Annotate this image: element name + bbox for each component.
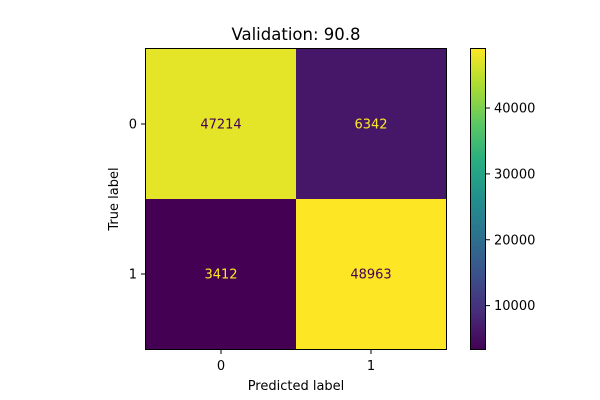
x-tick-label: 1	[367, 359, 375, 374]
chart-title: Validation: 90.8	[231, 25, 360, 44]
y-axis-ticks: 01	[129, 118, 146, 283]
colorbar-tick-label: 30000	[494, 167, 535, 182]
x-tick-label: 0	[217, 359, 225, 374]
colorbar-tick-label: 20000	[494, 233, 535, 248]
plot-frame	[145, 48, 447, 350]
heatmap-cell-labels: 47214 6342 3412 48963	[200, 118, 391, 283]
heatmap-cells	[146, 49, 447, 350]
cell-value-label-0-0: 47214	[200, 118, 241, 133]
colorbar-tick-label: 40000	[494, 102, 535, 117]
colorbar-ticks: 10000 20000 30000 40000	[485, 102, 535, 314]
colorbar	[470, 48, 485, 350]
heatmap-cell-1-1	[296, 199, 447, 350]
y-tick-label: 0	[129, 118, 137, 133]
y-axis-label: True label	[107, 167, 122, 231]
colorbar-tick-label: 10000	[494, 299, 535, 314]
colorbar-frame	[470, 48, 486, 350]
heatmap-cell-0-0	[146, 49, 297, 200]
heatmap-cell-1-0	[146, 199, 297, 350]
cell-value-label-0-1: 6342	[354, 118, 387, 133]
cell-value-label-1-1: 48963	[350, 268, 391, 283]
y-tick-label: 1	[129, 268, 137, 283]
cell-value-label-1-0: 3412	[204, 268, 237, 283]
heatmap-cell-0-1	[296, 49, 447, 200]
x-axis-label: Predicted label	[248, 379, 345, 394]
